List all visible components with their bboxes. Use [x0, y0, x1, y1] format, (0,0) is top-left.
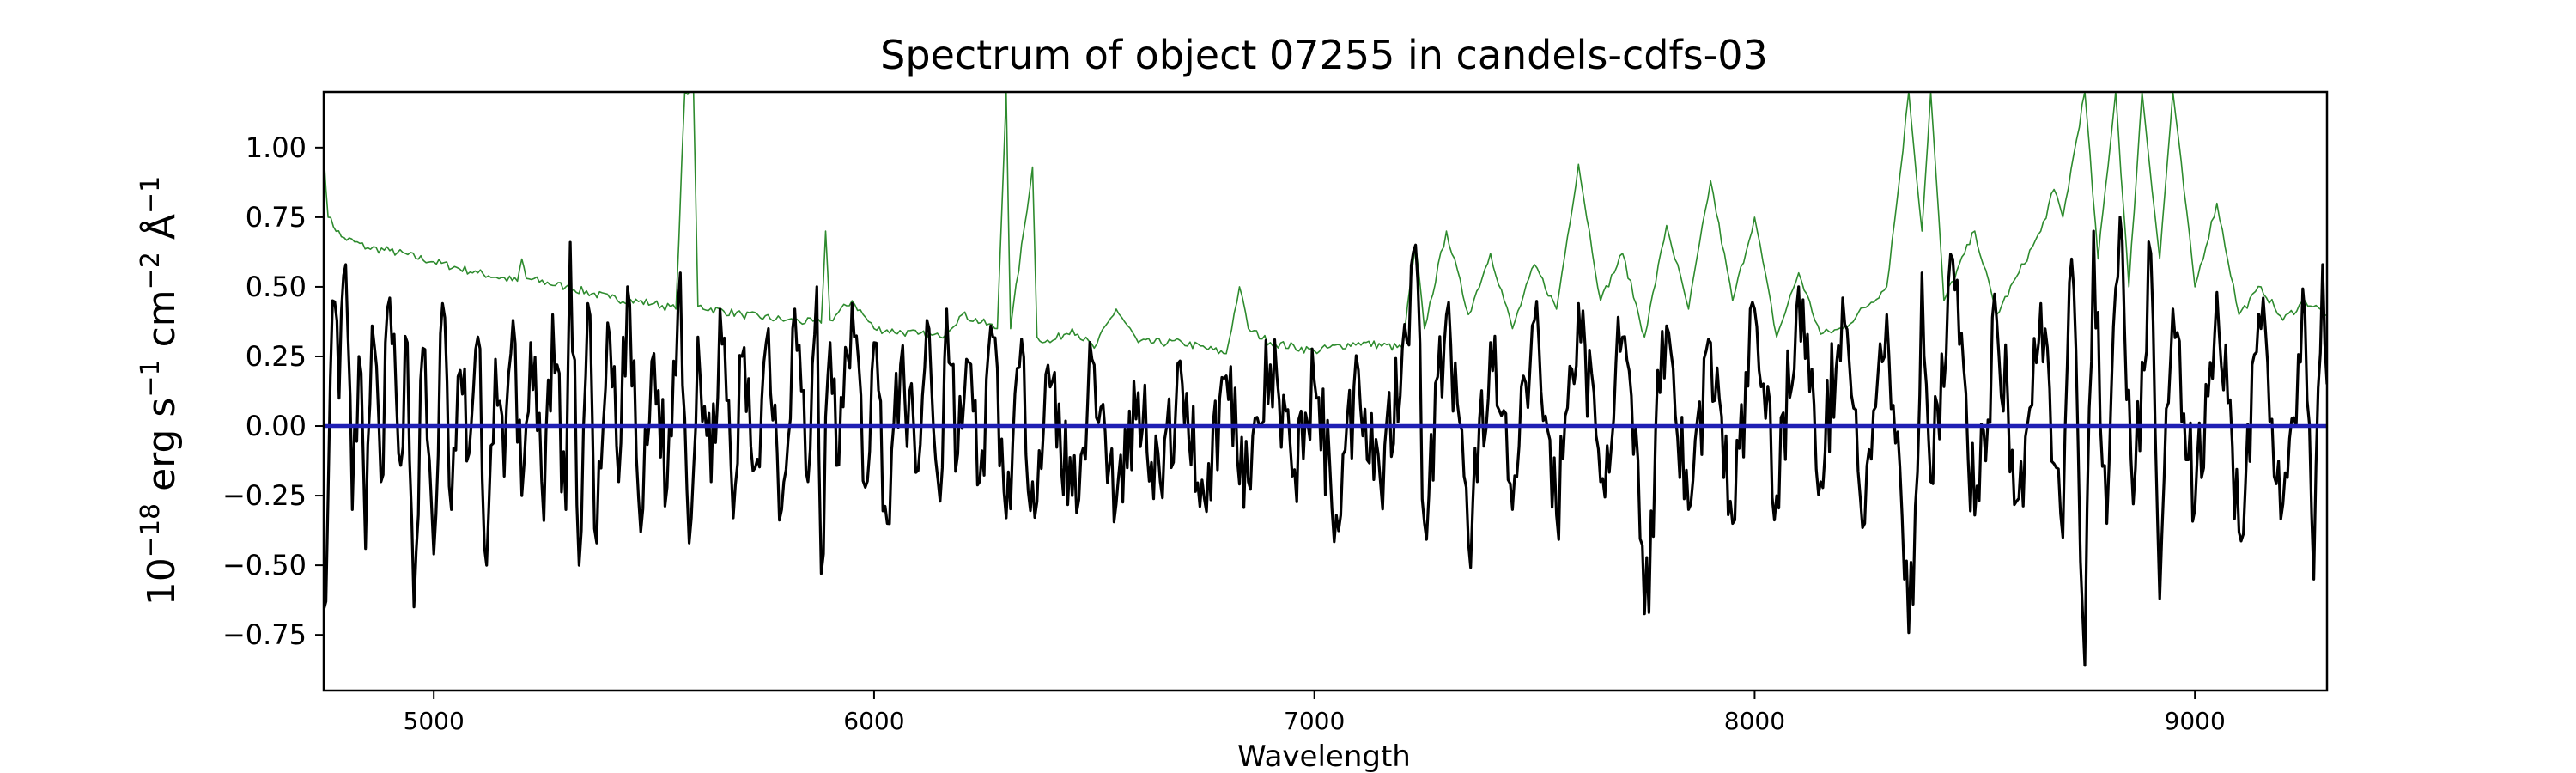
- axes-frame: [322, 90, 2329, 692]
- series-flux-line: [324, 216, 2327, 667]
- x-axis: 5000 6000 7000 8000 9000: [404, 691, 2226, 735]
- y-tick-label: −0.50: [222, 549, 307, 581]
- y-tick-label: 0.75: [246, 201, 307, 234]
- y-tick-label: 0.25: [246, 340, 307, 373]
- y-label-unit2: cm: [140, 289, 184, 359]
- y-label-exp: −18: [136, 503, 166, 557]
- y-label-exp2: −2: [136, 252, 166, 289]
- y-tick-label: −0.25: [222, 479, 307, 512]
- plot-area: [322, 90, 2329, 692]
- y-label-unit1: erg s: [140, 398, 184, 503]
- chart-title: Spectrum of object 07255 in candels-cdfs…: [880, 32, 1768, 78]
- y-label-exp3: −1: [136, 176, 166, 214]
- x-tick-label: 7000: [1284, 707, 1345, 735]
- y-label-exp1: −1: [136, 359, 166, 397]
- y-tick-label: 1.00: [246, 131, 307, 164]
- x-tick-label: 5000: [404, 707, 465, 735]
- x-axis-label: Wavelength: [1237, 740, 1411, 773]
- y-axis: −0.75 −0.50 −0.25 0.00 0.25 0.50 0.75 1.00: [222, 131, 324, 651]
- y-label-base: 10: [140, 557, 184, 606]
- y-label-unit3: Å: [138, 214, 184, 252]
- x-tick-label: 9000: [2165, 707, 2226, 735]
- y-tick-label: −0.75: [222, 618, 307, 651]
- x-tick-label: 8000: [1724, 707, 1785, 735]
- y-axis-label: 10−18 erg s−1 cm−2 Å−1: [136, 176, 184, 606]
- y-tick-label: 0.00: [246, 410, 307, 442]
- series-error-line: [324, 92, 2327, 355]
- x-tick-label: 6000: [843, 707, 904, 735]
- y-tick-label: 0.50: [246, 271, 307, 303]
